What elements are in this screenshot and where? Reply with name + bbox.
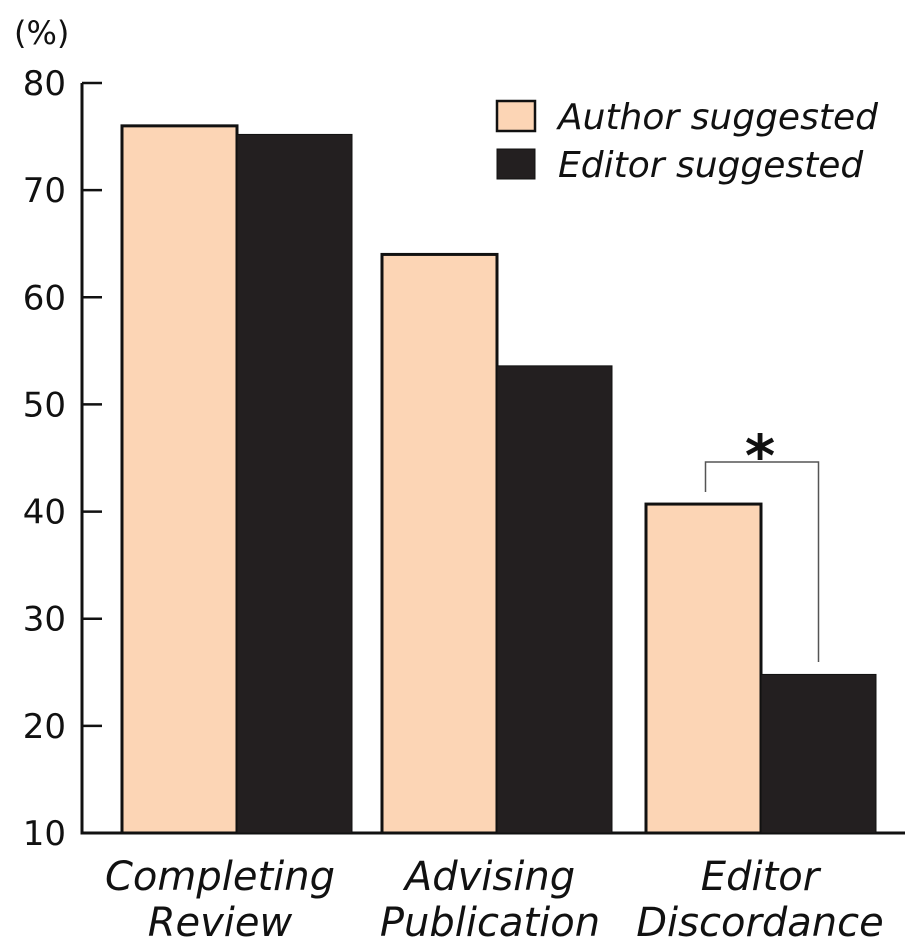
y-unit-label: (%): [14, 14, 69, 52]
y-tick-label: 20: [23, 707, 66, 747]
bar-author-1: [380, 252, 499, 835]
legend-label-author: Author suggested: [556, 97, 879, 138]
bar-author-0: [120, 124, 239, 835]
y-tick-label: 60: [23, 278, 66, 318]
y-tick-label: 80: [23, 64, 66, 104]
bar-editor-1: [496, 365, 613, 834]
y-tick-label: 70: [23, 171, 66, 211]
x-category-label: Publication: [380, 900, 600, 937]
significance-asterisk: *: [745, 422, 775, 490]
bar-author-2: [644, 502, 763, 835]
bars: [120, 124, 877, 835]
x-category-label: Completing: [105, 854, 335, 900]
y-tick-label: 50: [23, 385, 66, 425]
bar-editor-2: [760, 673, 877, 834]
legend-swatch-author: [495, 99, 537, 133]
x-category-label: Discordance: [636, 900, 884, 937]
y-tick-label: 10: [23, 814, 66, 854]
x-category-label: Editor: [701, 854, 822, 900]
x-category-label: Advising: [402, 854, 575, 900]
legend-label-editor: Editor suggested: [558, 145, 864, 186]
x-category-label: Review: [148, 900, 293, 937]
y-tick-label: 30: [23, 600, 66, 640]
annotations: *: [704, 422, 820, 662]
y-tick-label: 40: [23, 493, 66, 533]
legend-swatch-editor: [496, 148, 536, 180]
bar-editor-0: [236, 133, 353, 834]
legend: Author suggested Editor suggested: [495, 97, 879, 186]
significance-bracket: [704, 461, 820, 662]
